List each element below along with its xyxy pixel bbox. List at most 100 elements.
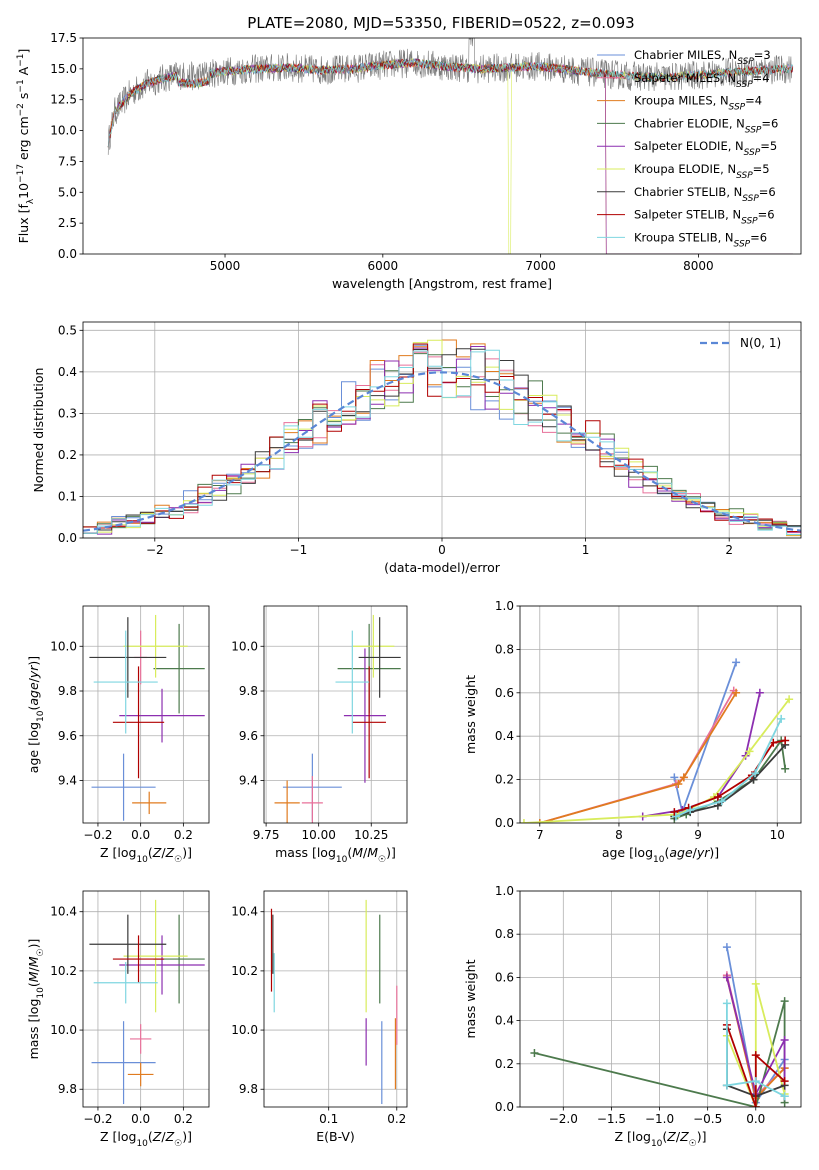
- x-tick-label: 5000: [210, 259, 241, 273]
- y-tick-label: 10.4: [231, 905, 258, 919]
- weight-marker: [780, 1077, 789, 1086]
- errorbar-kroupa-elodie: [123, 899, 188, 1013]
- y-tick-label: 5.0: [58, 185, 77, 199]
- y-tick-label: 9.6: [239, 729, 258, 743]
- weight-line: [726, 1003, 786, 1097]
- y-axis-label: age [log10(age/yr)]: [26, 656, 46, 773]
- weight-series-kroupa-miles: [535, 688, 741, 823]
- y-tick-label: 9.8: [58, 1082, 77, 1096]
- normal-curve: [83, 371, 801, 532]
- weight-series-chabrier-miles: [670, 658, 741, 817]
- errorbar-chabrier-stelib: [89, 617, 167, 698]
- weight-marker: [722, 943, 731, 952]
- legend-label: Chabrier ELODIE, NSSP=6: [634, 116, 778, 135]
- weight-line: [726, 983, 786, 1107]
- y-axis-label: Flux [fλ10−17 erg cm−2 s−1 A−1]: [16, 49, 36, 244]
- legend-label: N(0, 1): [740, 336, 781, 350]
- y-tick-label: 1.0: [495, 884, 514, 898]
- weight-marker: [751, 1077, 760, 1086]
- spectrum-panel: 5000 6000 7000 8000 0.0 2.5 5.0 7.5 10.0 12.5 15.0…: [16, 31, 802, 291]
- errorbar-salpeter-stelib: [352, 666, 386, 779]
- errorbar-chabrier-miles: [91, 753, 156, 821]
- x-axis-label: wavelength [Angstrom, rest frame]: [332, 276, 552, 291]
- weight-marker: [722, 999, 731, 1008]
- weight-marker: [785, 695, 794, 704]
- y-tick-label: 12.5: [50, 93, 77, 107]
- y-tick-label: 0.0: [495, 1100, 514, 1114]
- z-age-panel: −0.2 0.0 0.2 9.4 9.6 9.8 10.0 Z [log10(Z/Z☉)] ag…: [26, 605, 210, 865]
- y-tick-label: 9.8: [239, 684, 258, 698]
- x-tick-label: 0.1: [319, 1112, 338, 1126]
- age-weight-panel: 7 8 9 10 0.0 0.2 0.4 0.6 0.8 1.0 age [log10(age/yr…: [463, 599, 802, 865]
- y-axis-label: mass weight: [463, 675, 478, 754]
- errorbar-kroupa-stelib: [93, 630, 158, 734]
- weight-marker: [780, 1036, 789, 1045]
- weight-marker: [722, 1081, 731, 1090]
- axes-frame: [82, 37, 802, 255]
- errorbar-salpeter-miles: [301, 776, 323, 823]
- y-tick-label: 15.0: [50, 62, 77, 76]
- y-tick-label: 0.4: [58, 365, 77, 379]
- model-spectrum-salpeter-elodie: [107, 57, 793, 254]
- weight-series-kroupa-elodie: [520, 695, 794, 823]
- y-tick-label: 0.2: [495, 773, 514, 787]
- weight-marker: [717, 797, 726, 806]
- x-tick-label: 10.25: [354, 828, 388, 842]
- residuals-panel: −2 −1 0 1 2 0.0 0.1 0.2 0.3 0.4 0.5 (data-model)/er…: [31, 321, 802, 575]
- legend-label: Salpeter ELODIE, NSSP=5: [634, 139, 777, 158]
- weight-marker: [781, 736, 790, 745]
- legend-label: Kroupa STELIB, NSSP=6: [634, 230, 767, 249]
- x-axis-label: Z [log10(Z/Z☉)]: [614, 1129, 706, 1149]
- errorbar-kroupa-miles: [132, 791, 167, 815]
- weight-line: [539, 692, 737, 823]
- errorbar-salpeter-elodie: [343, 648, 386, 783]
- y-tick-label: 0.0: [495, 816, 514, 830]
- x-tick-label: −0.5: [693, 1112, 722, 1126]
- weight-series-kroupa-stelib: [671, 714, 786, 821]
- errorbar-salpeter-elodie: [119, 935, 205, 995]
- y-tick-label: 0.1: [58, 489, 77, 503]
- x-tick-label: 9: [694, 828, 702, 842]
- weight-marker: [530, 1049, 539, 1057]
- x-tick-label: −2.0: [549, 1112, 578, 1126]
- x-axis-label: Z [log10(Z/Z☉)]: [100, 1129, 192, 1149]
- weight-series-salpeter-elodie: [638, 688, 764, 821]
- y-tick-label: 0.4: [495, 729, 514, 743]
- y-tick-label: 0.0: [58, 247, 77, 261]
- legend-label: Chabrier MILES, NSSP=3: [634, 48, 771, 67]
- y-tick-label: 1.0: [495, 599, 514, 613]
- y-tick-label: 9.8: [239, 1082, 258, 1096]
- errorbar-salpeter-stelib: [112, 935, 165, 983]
- y-tick-label: 0.8: [495, 927, 514, 941]
- y-tick-label: 0.6: [495, 970, 514, 984]
- errorbar-salpeter-miles: [129, 1024, 152, 1054]
- y-tick-label: 0.5: [58, 323, 77, 337]
- weight-marker: [520, 819, 528, 823]
- x-tick-label: 0.2: [174, 828, 193, 842]
- weight-marker: [535, 819, 544, 823]
- residuals-legend: N(0, 1): [700, 336, 781, 350]
- spectrum-legend: Chabrier MILES, NSSP=3 Salpeter MILES, NS…: [597, 48, 778, 249]
- axes-frame: [263, 605, 408, 824]
- weight-marker: [751, 1051, 760, 1060]
- y-tick-label: 7.5: [58, 154, 77, 168]
- x-tick-label: 1: [582, 543, 590, 557]
- y-tick-label: 10.0: [231, 1023, 258, 1037]
- weight-marker: [732, 688, 741, 697]
- weight-marker: [670, 808, 679, 817]
- weight-marker: [674, 779, 683, 788]
- x-tick-label: 7: [536, 828, 544, 842]
- weight-marker: [751, 769, 760, 778]
- y-tick-label: 10.0: [231, 639, 258, 653]
- x-tick-label: −2: [146, 543, 164, 557]
- weight-line: [673, 662, 737, 816]
- weight-marker: [781, 764, 790, 773]
- errorbar-kroupa-elodie: [123, 614, 188, 678]
- ebv-mass-panel: 0.1 0.2 9.8 10.0 10.2 10.4 E(B-V): [231, 890, 408, 1144]
- x-axis-label: mass [log10(M/M☉)]: [275, 845, 396, 865]
- weight-marker: [732, 658, 741, 667]
- weight-marker: [745, 747, 754, 756]
- x-axis-label: Z [log10(Z/Z☉)]: [100, 845, 192, 865]
- legend-label: Kroupa MILES, NSSP=4: [634, 94, 762, 113]
